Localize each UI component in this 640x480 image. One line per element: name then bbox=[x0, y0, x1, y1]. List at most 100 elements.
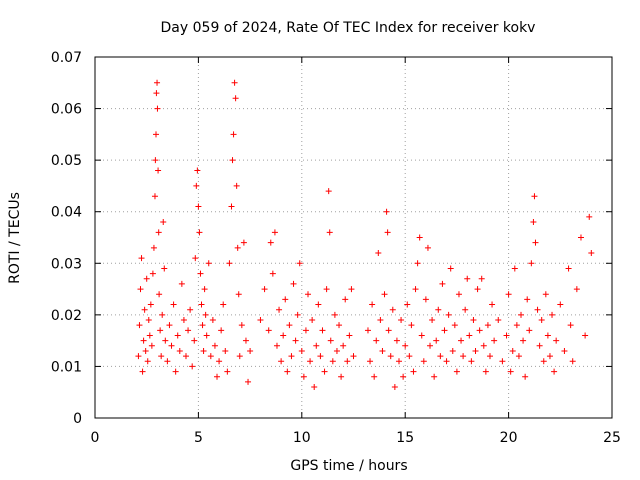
data-point bbox=[238, 322, 245, 329]
data-point bbox=[499, 358, 506, 365]
data-point bbox=[197, 270, 204, 277]
data-point bbox=[242, 337, 249, 344]
data-point bbox=[389, 306, 396, 313]
data-point bbox=[480, 342, 487, 349]
data-point bbox=[286, 322, 293, 329]
data-point bbox=[232, 95, 239, 102]
data-point bbox=[466, 332, 473, 339]
data-point bbox=[524, 296, 531, 303]
data-point bbox=[311, 384, 318, 391]
data-point bbox=[511, 265, 518, 272]
data-point bbox=[445, 311, 452, 318]
data-point bbox=[464, 275, 471, 282]
y-tick-label: 0.05 bbox=[51, 153, 82, 169]
data-point bbox=[235, 291, 242, 298]
data-point bbox=[431, 373, 438, 380]
data-point bbox=[385, 327, 392, 334]
data-point bbox=[468, 358, 475, 365]
data-point bbox=[153, 90, 160, 97]
data-point bbox=[565, 265, 572, 272]
data-point bbox=[350, 353, 357, 360]
data-point bbox=[441, 327, 448, 334]
chart-title: Day 059 of 2024, Rate Of TEC Index for r… bbox=[161, 20, 536, 36]
data-point bbox=[540, 358, 547, 365]
data-point bbox=[439, 280, 446, 287]
data-point bbox=[476, 327, 483, 334]
data-point bbox=[327, 337, 334, 344]
data-point bbox=[342, 296, 349, 303]
data-point bbox=[222, 347, 229, 354]
data-point bbox=[137, 286, 144, 293]
data-point bbox=[544, 332, 551, 339]
y-tick-label: 0.03 bbox=[51, 256, 82, 272]
data-point bbox=[196, 229, 203, 236]
data-point bbox=[150, 244, 157, 251]
data-point bbox=[433, 337, 440, 344]
data-point bbox=[146, 332, 153, 339]
data-point bbox=[348, 286, 355, 293]
data-point bbox=[307, 358, 314, 365]
data-point bbox=[462, 306, 469, 313]
data-point bbox=[567, 322, 574, 329]
x-tick-label: 20 bbox=[500, 430, 518, 446]
data-point bbox=[400, 373, 407, 380]
x-tick-label: 10 bbox=[293, 430, 311, 446]
x-tick-label: 0 bbox=[91, 430, 100, 446]
data-point bbox=[157, 327, 164, 334]
data-point bbox=[505, 291, 512, 298]
data-point bbox=[586, 213, 593, 220]
data-point bbox=[193, 182, 200, 189]
data-point bbox=[195, 203, 202, 210]
data-point bbox=[139, 368, 146, 375]
data-point bbox=[278, 358, 285, 365]
data-point bbox=[211, 342, 218, 349]
data-point bbox=[557, 301, 564, 308]
data-point bbox=[515, 353, 522, 360]
data-point bbox=[280, 332, 287, 339]
data-point bbox=[151, 193, 158, 200]
data-point bbox=[198, 301, 205, 308]
data-point bbox=[509, 347, 516, 354]
data-point bbox=[162, 337, 169, 344]
data-point bbox=[532, 239, 539, 246]
data-point bbox=[218, 327, 225, 334]
data-point bbox=[144, 358, 151, 365]
data-point bbox=[152, 157, 159, 164]
data-point bbox=[486, 353, 493, 360]
data-point bbox=[553, 337, 560, 344]
data-point bbox=[164, 358, 171, 365]
data-point bbox=[247, 347, 254, 354]
data-point bbox=[202, 311, 209, 318]
data-point bbox=[273, 342, 280, 349]
data-point bbox=[166, 322, 173, 329]
data-point bbox=[236, 353, 243, 360]
data-point bbox=[484, 322, 491, 329]
data-point bbox=[141, 306, 148, 313]
data-point bbox=[234, 244, 241, 251]
data-point bbox=[317, 353, 324, 360]
data-point bbox=[346, 332, 353, 339]
data-point bbox=[429, 317, 436, 324]
data-point bbox=[435, 306, 442, 313]
data-point bbox=[377, 317, 384, 324]
data-point bbox=[160, 219, 167, 226]
data-point bbox=[231, 79, 238, 86]
data-point bbox=[154, 105, 161, 112]
data-point bbox=[159, 311, 166, 318]
data-point bbox=[391, 384, 398, 391]
data-point bbox=[321, 368, 328, 375]
data-point bbox=[265, 327, 272, 334]
data-point bbox=[495, 317, 502, 324]
data-point bbox=[513, 322, 520, 329]
data-point bbox=[336, 322, 343, 329]
data-point bbox=[474, 286, 481, 293]
data-point bbox=[458, 337, 465, 344]
data-point bbox=[447, 265, 454, 272]
data-point bbox=[422, 296, 429, 303]
data-point bbox=[226, 260, 233, 267]
data-point bbox=[427, 342, 434, 349]
data-point bbox=[412, 286, 419, 293]
data-point bbox=[491, 337, 498, 344]
data-point bbox=[302, 327, 309, 334]
data-point bbox=[379, 347, 386, 354]
